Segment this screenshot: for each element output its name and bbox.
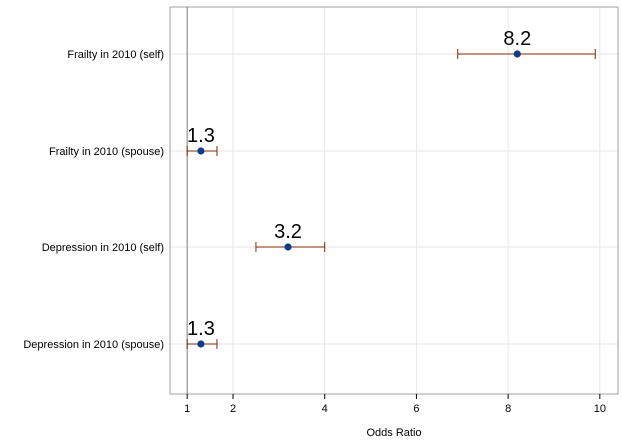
x-tick-label: 6 <box>413 403 419 415</box>
data-label: 1.3 <box>187 318 215 340</box>
category-label: Depression in 2010 (spouse) <box>23 339 164 351</box>
data-label: 8.2 <box>503 28 531 50</box>
point-estimate <box>197 340 205 348</box>
point-estimate <box>197 147 205 155</box>
x-tick-label: 2 <box>230 403 236 415</box>
category-label: Frailty in 2010 (self) <box>67 49 164 61</box>
x-tick-label: 8 <box>505 403 511 415</box>
data-label: 1.3 <box>187 125 215 147</box>
x-tick-label: 4 <box>322 403 328 415</box>
point-estimate <box>513 50 521 58</box>
grid-layer <box>170 7 618 394</box>
x-axis-title: Odds Ratio <box>366 427 421 439</box>
x-tick-label: 10 <box>594 403 606 415</box>
x-axis-ticks: 1 2 4 6 8 10 <box>184 394 606 415</box>
category-label: Frailty in 2010 (spouse) <box>49 146 164 158</box>
plot-frame <box>169 6 619 395</box>
data-label: 3.2 <box>274 221 302 243</box>
category-label: Depression in 2010 (self) <box>42 242 164 254</box>
forest-row: Depression in 2010 (self) 3.2 <box>42 221 326 254</box>
x-tick-label: 1 <box>184 403 190 415</box>
forest-row: Depression in 2010 (spouse) 1.3 <box>23 318 218 351</box>
forest-row: Frailty in 2010 (spouse) 1.3 <box>49 125 218 158</box>
forest-row: Frailty in 2010 (self) 8.2 <box>67 28 596 61</box>
point-estimate <box>284 243 292 251</box>
